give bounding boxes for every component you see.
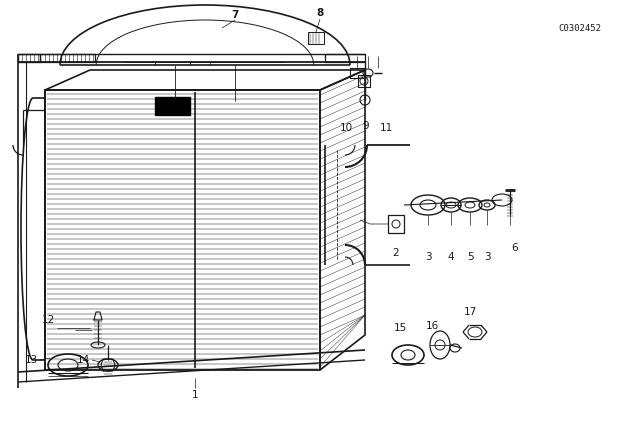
Text: 10: 10 [339, 123, 353, 133]
Text: 4: 4 [448, 252, 454, 262]
Text: 3: 3 [484, 252, 490, 262]
Text: 14: 14 [77, 355, 90, 365]
Bar [155, 97, 190, 115]
Text: 13: 13 [25, 355, 38, 365]
Text: 17: 17 [463, 307, 477, 317]
Text: 15: 15 [394, 323, 406, 333]
Bar [308, 32, 324, 44]
Text: 6: 6 [512, 243, 518, 253]
Text: 9: 9 [363, 121, 369, 131]
Text: 2: 2 [393, 248, 399, 258]
Text: 1: 1 [192, 390, 198, 400]
Text: 11: 11 [380, 123, 392, 133]
Text: 5: 5 [467, 252, 474, 262]
Text: 12: 12 [42, 315, 55, 325]
Text: 7: 7 [231, 10, 239, 20]
Text: C0302452: C0302452 [559, 23, 602, 33]
Bar [388, 215, 404, 233]
Text: 3: 3 [425, 252, 431, 262]
Text: 8: 8 [316, 8, 324, 18]
Text: 16: 16 [426, 321, 438, 331]
